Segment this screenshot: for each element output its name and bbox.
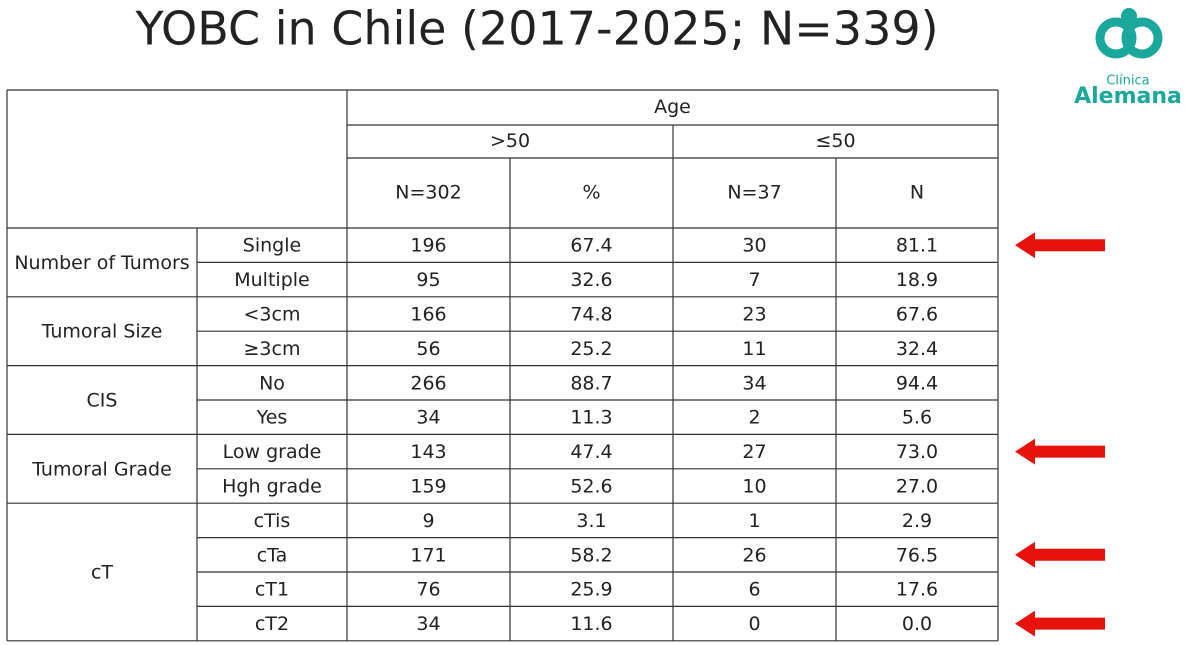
data-cell: 143 [410,441,446,463]
header-cell: N=302 [395,182,461,204]
row-label: Multiple [234,269,309,291]
data-cell: 76.5 [896,544,938,566]
data-cell: 94.4 [896,372,938,394]
group-label: CIS [87,390,118,412]
row-label: Low grade [223,441,322,463]
data-cell: 76 [416,579,440,601]
data-cell: 25.9 [570,579,612,601]
data-cell: 18.9 [896,269,938,291]
data-cell: 266 [410,372,446,394]
data-cell: 2 [748,407,760,429]
data-cell: 6 [748,579,760,601]
data-cell: 67.4 [570,235,612,257]
data-cell: 52.6 [570,476,612,498]
data-cell: 47.4 [570,441,612,463]
arrow [1015,610,1105,637]
row-label: ≥3cm [244,338,301,360]
row-label: Yes [256,407,288,429]
data-cell: 7 [748,269,760,291]
logo-mark [1095,17,1137,59]
data-cell: 5.6 [902,407,932,429]
data-cell: 34 [416,407,440,429]
data-cell: 58.2 [570,544,612,566]
arrow [1015,541,1105,568]
data-cell: 56 [416,338,440,360]
data-cell: 159 [410,476,446,498]
row-label: cT2 [255,613,289,635]
row-label: No [259,372,285,394]
data-cell: 74.8 [570,304,612,326]
data-cell: 0 [748,613,760,635]
logo-mark [1121,8,1137,24]
row-label: Hgh grade [222,476,322,498]
data-cell: 34 [416,613,440,635]
data-cell: 81.1 [896,235,938,257]
data-cell: 25.2 [570,338,612,360]
group-label: Number of Tumors [14,252,189,274]
arrow [1015,438,1105,465]
data-cell: 67.6 [896,304,938,326]
data-cell: 34 [742,372,766,394]
data-cell: 11.3 [570,407,612,429]
header-cell: N [910,182,924,204]
data-cell: 11.6 [570,613,612,635]
data-cell: 27 [742,441,766,463]
data-cell: 11 [742,338,766,360]
data-cell: 166 [410,304,446,326]
row-label: cTis [254,510,291,532]
header-cell: >50 [490,130,530,152]
group-label: Tumoral Size [41,321,163,343]
header-cell: N=37 [727,182,781,204]
data-cell: 32.6 [570,269,612,291]
group-label: Tumoral Grade [31,458,172,480]
data-cell: 27.0 [896,476,938,498]
header-cell: Age [654,96,691,118]
slide-title: YOBC in Chile (2017-2025; N=339) [134,2,938,56]
data-cell: 88.7 [570,372,612,394]
data-cell: 1 [748,510,760,532]
data-cell: 0.0 [902,613,932,635]
data-cell: 10 [742,476,766,498]
data-cell: 171 [410,544,446,566]
arrow [1015,232,1105,259]
header-cell: % [582,182,600,204]
header-cell: ≤50 [815,130,855,152]
data-cell: 17.6 [896,579,938,601]
data-cell: 95 [416,269,440,291]
logo: Clínica Alemana [1074,8,1182,109]
group-label: cT [91,562,113,584]
data-cell: 9 [422,510,434,532]
row-label: Single [243,235,301,257]
data-cell: 73.0 [896,441,938,463]
data-cell: 23 [742,304,766,326]
row-label: cT1 [255,579,289,601]
row-label: <3cm [244,304,301,326]
logo-text: Alemana [1074,84,1182,109]
data-cell: 3.1 [576,510,606,532]
data-cell: 26 [742,544,766,566]
data-cell: 32.4 [896,338,938,360]
arrows [1015,232,1105,637]
data-cell: 2.9 [902,510,932,532]
data-cell: 30 [742,235,766,257]
logo-text: Clínica [1106,74,1149,89]
logo-mark [1121,17,1163,59]
data-cell: 196 [410,235,446,257]
row-label: cTa [257,544,288,566]
